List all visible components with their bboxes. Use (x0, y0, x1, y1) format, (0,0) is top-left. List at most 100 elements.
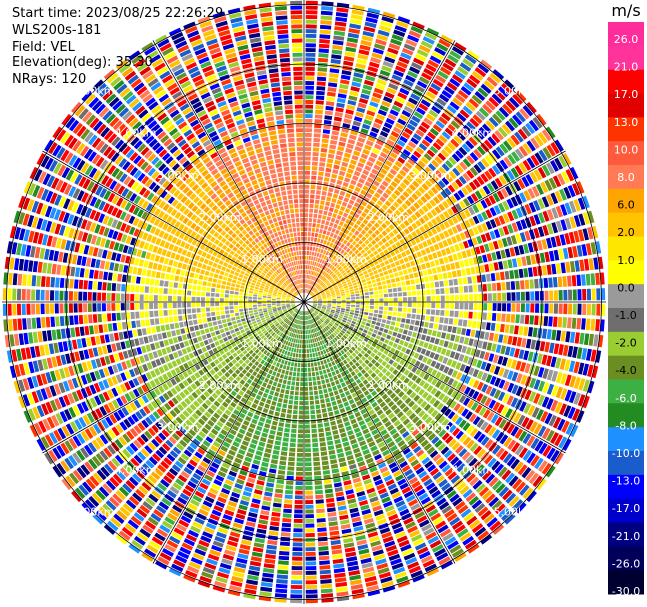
velocity-gate (390, 193, 398, 200)
velocity-gate (568, 391, 577, 404)
velocity-gate (125, 499, 137, 510)
velocity-gate (308, 260, 311, 265)
velocity-gate (273, 320, 278, 324)
velocity-gate (315, 262, 319, 267)
velocity-gate (427, 230, 434, 237)
velocity-gate (468, 98, 480, 109)
velocity-gate (567, 289, 573, 301)
velocity-gate (245, 431, 253, 438)
velocity-gate (425, 63, 437, 73)
velocity-gate (408, 171, 417, 179)
velocity-gate (312, 452, 320, 457)
velocity-gate (356, 209, 363, 215)
velocity-gate (469, 476, 480, 487)
velocity-gate (329, 222, 334, 227)
velocity-gate (191, 425, 200, 433)
velocity-gate (315, 316, 320, 320)
velocity-gate (164, 516, 176, 526)
velocity-gate (91, 455, 102, 467)
velocity-gate (342, 257, 347, 262)
velocity-gate (232, 487, 242, 494)
velocity-gate (478, 126, 489, 137)
velocity-gate (435, 457, 445, 466)
velocity-gate (460, 86, 472, 96)
velocity-gate (364, 232, 370, 239)
velocity-gate (222, 390, 230, 397)
velocity-gate (378, 290, 383, 294)
velocity-gate (319, 205, 324, 210)
velocity-gate (579, 259, 585, 272)
velocity-gate (567, 303, 573, 315)
velocity-gate (564, 232, 571, 245)
velocity-gate (483, 513, 495, 524)
velocity-gate (488, 496, 500, 508)
velocity-gate (313, 300, 318, 302)
velocity-gate (414, 237, 421, 244)
velocity-gate (355, 456, 364, 463)
velocity-gate (583, 258, 590, 271)
velocity-gate (469, 166, 479, 177)
velocity-gate (178, 519, 190, 528)
velocity-gate (293, 348, 297, 353)
velocity-gate (164, 402, 172, 411)
velocity-gate (121, 526, 134, 537)
velocity-gate (340, 206, 346, 212)
velocity-gate (348, 250, 354, 256)
velocity-gate (305, 10, 318, 15)
velocity-gate (299, 325, 302, 330)
velocity-gate (369, 298, 374, 302)
velocity-gate (550, 399, 559, 412)
velocity-gate (260, 347, 266, 353)
velocity-gate (323, 338, 327, 344)
velocity-gate (436, 266, 442, 273)
velocity-gate (328, 362, 333, 368)
velocity-gate (392, 376, 399, 384)
velocity-gate (340, 392, 346, 398)
velocity-gate (582, 195, 590, 209)
velocity-gate (262, 392, 268, 398)
velocity-gate (396, 535, 408, 543)
velocity-gate (336, 298, 341, 301)
velocity-gate (305, 24, 317, 29)
velocity-gate (304, 358, 307, 363)
velocity-gate (350, 195, 357, 201)
velocity-gate (468, 388, 476, 398)
velocity-gate (239, 412, 246, 419)
velocity-gate (359, 343, 365, 349)
velocity-gate (282, 379, 287, 385)
velocity-gate (304, 217, 308, 222)
velocity-gate (317, 351, 321, 356)
velocity-gate (450, 295, 455, 302)
velocity-gate (346, 321, 351, 325)
velocity-gate (591, 288, 596, 301)
velocity-gate (188, 459, 198, 467)
velocity-gate (518, 162, 528, 174)
velocity-gate (275, 436, 282, 441)
velocity-gate (198, 377, 205, 385)
velocity-gate (315, 95, 325, 101)
velocity-gate (225, 351, 232, 357)
velocity-gate (275, 483, 284, 489)
velocity-gate (312, 288, 317, 292)
velocity-gate (346, 37, 359, 44)
velocity-gate (363, 352, 370, 358)
velocity-gate (313, 303, 318, 305)
velocity-gate (286, 320, 291, 325)
velocity-gate (330, 420, 337, 426)
velocity-gate (322, 284, 327, 289)
velocity-gate (489, 72, 502, 84)
ray (305, 4, 365, 293)
velocity-gate (434, 169, 443, 179)
velocity-gate (415, 449, 425, 458)
velocity-gate (171, 563, 184, 573)
velocity-gate (240, 346, 246, 352)
velocity-gate (449, 400, 458, 409)
velocity-gate (569, 424, 579, 438)
velocity-gate (555, 220, 563, 233)
velocity-gate (354, 385, 360, 391)
velocity-gate (272, 507, 282, 513)
velocity-gate (305, 311, 307, 316)
velocity-gate (335, 292, 341, 295)
velocity-gate (396, 139, 406, 148)
velocity-gate (444, 509, 455, 519)
